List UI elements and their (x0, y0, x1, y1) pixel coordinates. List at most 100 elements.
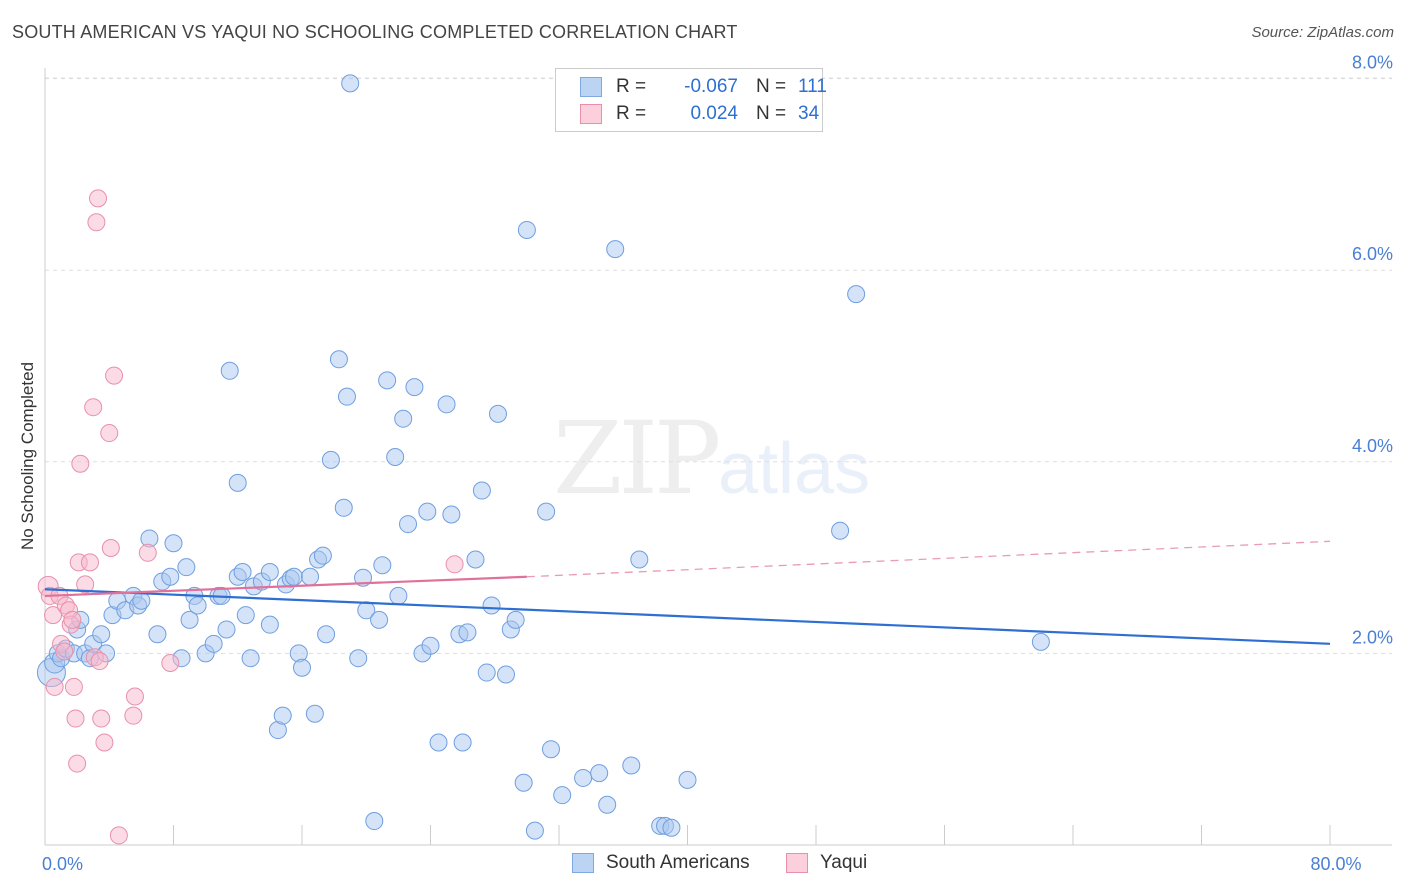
point-south-americans (458, 623, 477, 642)
point-south-americans (622, 756, 641, 775)
point-south-americans (236, 606, 255, 625)
point-south-americans (284, 567, 303, 586)
point-south-americans (553, 786, 572, 805)
point-south-americans (488, 404, 507, 423)
point-south-americans (541, 740, 560, 759)
point-south-americans (92, 625, 111, 644)
point-south-americans (341, 74, 360, 93)
legend-n-value: 111 (798, 76, 827, 97)
point-south-americans (220, 361, 239, 380)
trend-lines (44, 540, 1331, 645)
correlation-legend: R = -0.067 N = 111 R = 0.024 N = 34 (555, 68, 827, 132)
point-south-americans (260, 562, 279, 581)
point-south-americans (370, 610, 389, 629)
legend-label: South Americans (606, 852, 750, 873)
point-yaqui (125, 687, 144, 706)
point-south-americans (217, 620, 236, 639)
legend-label: Yaqui (820, 852, 868, 873)
point-yaqui (71, 454, 90, 473)
point-yaqui (55, 642, 74, 661)
legend-r-value: -0.067 (684, 76, 738, 97)
point-south-americans (472, 481, 491, 500)
point-south-americans (442, 505, 461, 524)
point-south-americans (496, 665, 515, 684)
point-south-americans (148, 625, 167, 644)
legend-swatch-blue (572, 853, 594, 873)
legend-item-south-americans[interactable]: South Americans (572, 852, 750, 874)
point-south-americans (260, 615, 279, 634)
point-yaqui (80, 553, 99, 572)
axes (44, 68, 1392, 846)
point-south-americans (164, 534, 183, 553)
point-yaqui (95, 733, 114, 752)
point-south-americans (590, 764, 609, 783)
point-south-americans (831, 521, 850, 540)
point-south-americans (161, 567, 180, 586)
point-south-americans (537, 502, 556, 521)
x-tick-label: 0.0% (42, 854, 83, 874)
source-label: Source: ZipAtlas.com (1251, 24, 1394, 41)
point-south-americans (334, 498, 353, 517)
tick-labels: 2.0% 4.0% 6.0% 8.0% 0.0% 80.0% (42, 53, 1393, 874)
point-south-americans (273, 706, 292, 725)
point-south-americans (337, 387, 356, 406)
legend-r-label: R = (616, 103, 647, 124)
point-south-americans (228, 473, 247, 492)
point-south-americans (329, 350, 348, 369)
point-yaqui (100, 424, 119, 443)
point-south-americans (394, 409, 413, 428)
y-tick-label: 2.0% (1352, 627, 1393, 647)
point-yaqui (161, 653, 180, 672)
point-yaqui (109, 826, 128, 845)
point-south-americans (389, 586, 408, 605)
legend-n-value: 34 (798, 103, 820, 124)
legend-swatch-blue (580, 77, 602, 97)
point-south-americans (466, 550, 485, 569)
point-yaqui (445, 555, 464, 574)
point-south-americans (354, 568, 373, 587)
point-south-americans (365, 812, 384, 831)
point-south-americans (429, 733, 448, 752)
point-south-americans (177, 558, 196, 577)
trend-yaqui-extension (526, 540, 1331, 578)
point-south-americans (301, 567, 320, 586)
legend-swatch-pink (786, 853, 808, 873)
legend-n-label: N = (756, 76, 787, 97)
point-south-americans (598, 795, 617, 814)
point-south-americans (606, 240, 625, 259)
watermark-atlas: atlas (718, 429, 871, 509)
point-south-americans (349, 649, 368, 668)
point-south-americans (574, 768, 593, 787)
point-south-americans (421, 636, 440, 655)
point-yaqui (138, 543, 157, 562)
legend-item-yaqui[interactable]: Yaqui (786, 852, 867, 874)
point-south-americans (399, 515, 418, 534)
point-south-americans (241, 649, 260, 668)
point-south-americans (477, 663, 496, 682)
point-south-americans (386, 448, 405, 467)
point-yaqui (64, 677, 83, 696)
point-yaqui (124, 706, 143, 725)
point-south-americans (321, 450, 340, 469)
point-south-americans (514, 773, 533, 792)
point-south-americans (132, 591, 151, 610)
point-south-americans (378, 371, 397, 390)
point-south-americans (418, 502, 437, 521)
point-south-americans (233, 562, 252, 581)
legend-r-value: 0.024 (690, 103, 738, 124)
legend-row-yaqui: R = 0.024 N = 34 (580, 101, 819, 127)
point-south-americans (437, 395, 456, 414)
point-south-americans (525, 821, 544, 840)
point-south-americans (678, 770, 697, 789)
legend-n-label: N = (756, 103, 787, 124)
point-south-americans (180, 610, 199, 629)
point-south-americans (188, 596, 207, 615)
y-tick-label: 4.0% (1352, 436, 1393, 456)
point-yaqui (63, 610, 82, 629)
point-south-americans (630, 550, 649, 569)
point-south-americans (305, 704, 324, 723)
legend-r-label: R = (616, 76, 647, 97)
point-yaqui (89, 189, 108, 208)
point-south-americans (453, 733, 472, 752)
point-yaqui (87, 213, 106, 232)
